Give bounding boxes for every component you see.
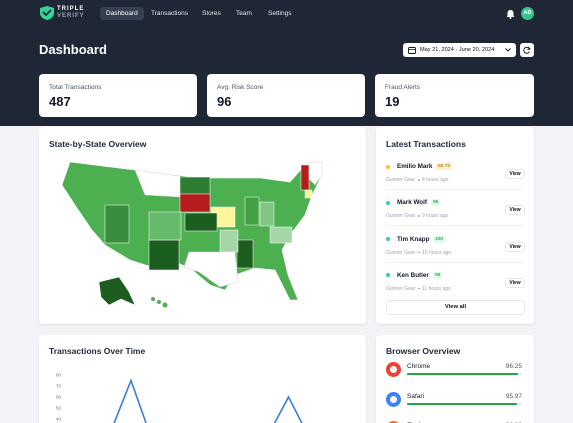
view-button[interactable]: View [505, 241, 525, 252]
avatar[interactable]: AD [521, 7, 534, 20]
divider [386, 261, 524, 263]
customer-name: Emilio Mark [397, 163, 433, 170]
status-dot [386, 273, 390, 278]
bell-icon[interactable] [506, 9, 515, 19]
separator-dot [418, 251, 420, 254]
page-title: Dashboard [39, 42, 107, 57]
refresh-icon [523, 46, 531, 54]
store-name: Gunner Gear [386, 177, 416, 183]
browser-name: Safari [407, 392, 424, 400]
stat-value: 487 [49, 94, 71, 109]
line-chart: 80 70 60 50 40 [56, 373, 303, 423]
risk-badge: 98 [433, 271, 443, 279]
customer-name: Mark Wolf [397, 199, 427, 207]
time-ago: 4 hours ago [422, 177, 449, 183]
separator-dot [418, 179, 420, 181]
card-title: Transactions Over Time [49, 346, 146, 356]
y-tick-label: 40 [56, 417, 62, 422]
customer-name: Ken Butler [397, 271, 429, 279]
progress-bar [407, 402, 518, 405]
browser-value: 95.97 [505, 392, 522, 400]
card-title: State-by-State Overview [49, 139, 147, 149]
y-tick-label: 50 [56, 406, 62, 411]
time-ago: 9 hours ago [422, 213, 449, 220]
stat-card: Total Transactions 487 [39, 74, 197, 117]
y-tick-label: 60 [56, 395, 62, 400]
view-button[interactable]: View [505, 277, 525, 288]
nav-item[interactable]: Dashboard [100, 7, 144, 20]
stat-value: 19 [385, 94, 400, 109]
time-ago: 10 hours ago [422, 249, 452, 256]
status-dot [386, 200, 390, 205]
view-button[interactable]: View [505, 205, 525, 216]
transactions-card: Latest Transactions View all Emilio Mark… [376, 127, 534, 324]
card-title: Latest Transactions [386, 139, 466, 149]
browser-icon [386, 421, 401, 423]
divider [386, 189, 524, 190]
stat-card: Avg. Risk Score 96 [207, 74, 365, 117]
store-name: Gunner Gear [386, 285, 416, 292]
status-dot [386, 164, 390, 169]
line [113, 378, 303, 423]
nav-item[interactable]: Transactions [151, 10, 188, 17]
browser-icon-center [390, 366, 397, 373]
y-tick-label: 80 [56, 373, 62, 378]
browser-value: 96.25 [505, 363, 522, 370]
nav-item[interactable]: Stores [202, 10, 221, 17]
map-card: State-by-State Overview [39, 127, 366, 324]
store-name: Gunner Gear [386, 213, 416, 220]
risk-badge: 95 [431, 199, 441, 207]
stat-card: Fraud Alerts 19 [375, 74, 534, 117]
customer-name: Tim Knapp [397, 235, 430, 243]
browser-icon [386, 362, 401, 377]
calendar-icon [408, 47, 416, 54]
stat-value: 96 [217, 94, 232, 109]
browser-icon [386, 391, 401, 407]
us-map [61, 161, 323, 308]
stat-label: Fraud Alerts [385, 84, 421, 91]
divider [386, 225, 524, 227]
separator-dot [418, 287, 420, 290]
progress-bar [407, 373, 518, 375]
date-picker[interactable]: May 21, 2024 - June 20, 2024 [403, 43, 516, 57]
time-ago: 11 hours ago [422, 285, 451, 292]
card-title: Browser Overview [386, 346, 461, 356]
date-range: May 21, 2024 - June 20, 2024 [420, 47, 495, 53]
view-all-button[interactable]: View all [386, 300, 525, 315]
browser-icon-center [390, 395, 397, 403]
risk-badge: 100 [433, 235, 446, 243]
chevron-icon [505, 48, 511, 52]
stat-label: Avg. Risk Score [217, 84, 264, 91]
brand-bottom: VERIFY [57, 13, 85, 19]
status-dot [386, 237, 390, 242]
browser-card: Browser Overview Chrome96.25Safari95.97F… [376, 335, 534, 423]
risk-badge: 85.75 [436, 163, 453, 170]
view-button[interactable]: View [505, 169, 525, 179]
nav-item[interactable]: Team [236, 10, 252, 17]
brand-top: TRIPLE [57, 6, 85, 12]
refresh-button[interactable] [520, 43, 534, 57]
chart-card: Transactions Over Time 80 70 60 50 40 [39, 335, 366, 423]
separator-dot [418, 215, 420, 217]
browser-name: Chrome [407, 363, 431, 370]
nav-item[interactable]: Settings [268, 10, 292, 17]
stat-label: Total Transactions [49, 84, 102, 91]
y-tick-label: 70 [56, 384, 62, 389]
store-name: Gunner Gear [386, 249, 416, 256]
logo-icon [40, 6, 54, 20]
